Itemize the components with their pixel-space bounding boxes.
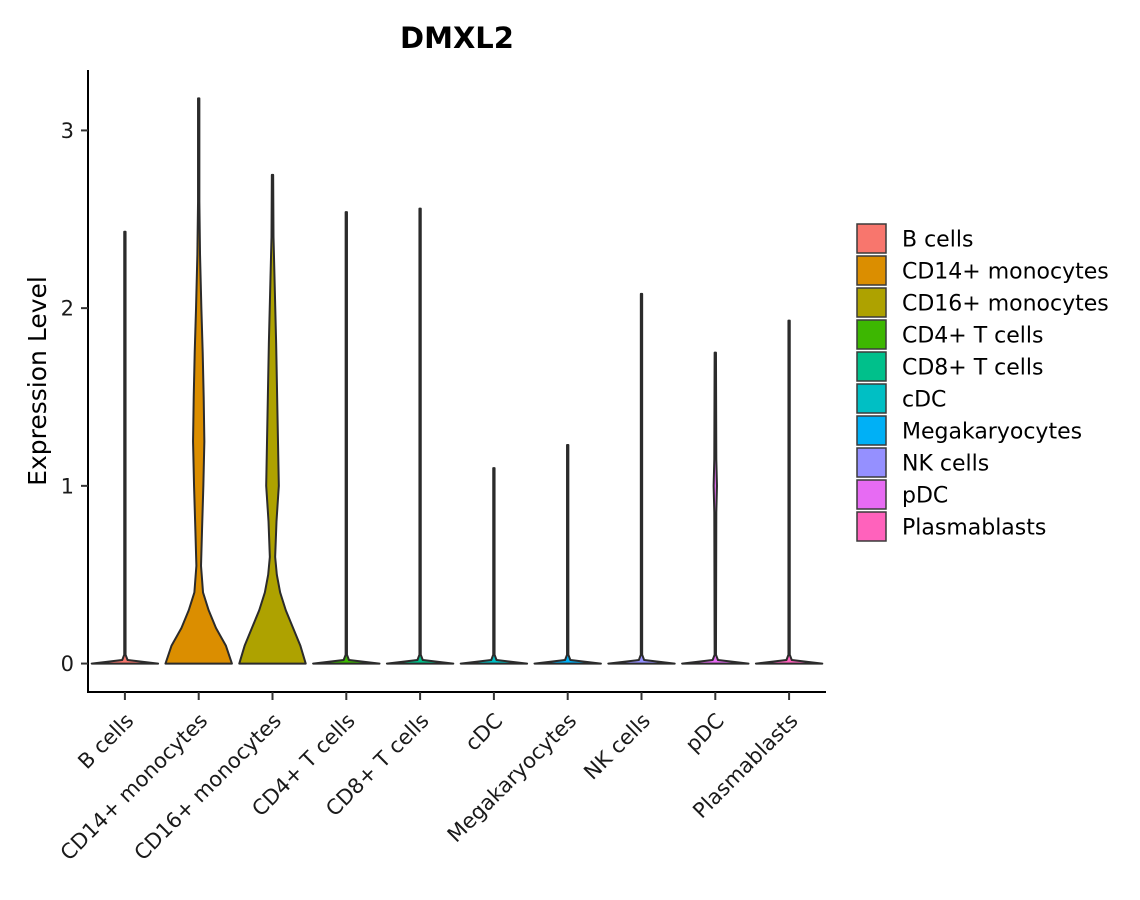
violin-b-cells: [90, 230, 160, 665]
x-tick-label-cdc: cDC: [460, 709, 507, 756]
y-axis-label: Expression Level: [23, 276, 52, 486]
legend-label-cd8-t-cells: CD8+ T cells: [902, 356, 1043, 381]
violin-plasmablasts: [754, 319, 824, 665]
y-tick-label-0: 0: [61, 652, 74, 676]
legend-label-megakaryocytes: Megakaryocytes: [902, 420, 1082, 445]
legend-label-plasmablasts: Plasmablasts: [902, 516, 1046, 541]
legend-key-nk-cells: [856, 447, 887, 478]
legend-label-cd16-monocytes: CD16+ monocytes: [902, 292, 1109, 317]
x-tick-label-nk-cells: NK cells: [579, 709, 655, 785]
x-tick-label-b-cells: B cells: [73, 709, 138, 774]
legend-label-cd14-monocytes: CD14+ monocytes: [902, 260, 1109, 285]
x-tick-label-cd14-monocytes: CD14+ monocytes: [56, 709, 213, 866]
violin-cd14-monocytes: [164, 97, 233, 665]
y-tick-label-2: 2: [61, 297, 74, 321]
y-tick-label-3: 3: [61, 119, 74, 143]
violin-megakaryocytes: [533, 443, 602, 665]
legend-label-pdc: pDC: [902, 484, 948, 509]
violin-pdc: [681, 351, 750, 665]
legend-key-cd14-monocytes: [856, 255, 887, 286]
violins: [90, 97, 824, 665]
legend-label-cd4-t-cells: CD4+ T cells: [902, 324, 1043, 349]
violin-cd16-monocytes: [238, 173, 307, 665]
y-tick-label-1: 1: [61, 474, 74, 498]
violin-cd8-t-cells: [385, 207, 455, 665]
legend-key-cdc: [856, 383, 887, 414]
legend-key-b-cells: [856, 223, 887, 254]
legend-key-cd8-t-cells: [856, 351, 887, 382]
violin-nk-cells: [607, 292, 676, 665]
x-tick-label-cd16-monocytes: CD16+ monocytes: [130, 709, 287, 866]
legend-key-plasmablasts: [856, 511, 887, 542]
legend-key-cd4-t-cells: [856, 319, 887, 350]
violin-cd4-t-cells: [312, 211, 381, 665]
violin-cdc: [459, 467, 529, 665]
legend-label-nk-cells: NK cells: [902, 452, 989, 477]
chart-title: DMXL2: [400, 21, 514, 55]
x-tick-label-megakaryocytes: Megakaryocytes: [443, 709, 582, 848]
legend-key-megakaryocytes: [856, 415, 887, 446]
legend: B cells CD14+ monocytes CD16+ monocytes CD4…: [856, 223, 1109, 542]
y-ticks: 0 1 2 3: [61, 119, 88, 676]
legend-label-cdc: cDC: [902, 388, 946, 413]
legend-key-pdc: [856, 479, 887, 510]
x-tick-label-pdc: pDC: [681, 709, 729, 757]
legend-key-cd16-monocytes: [856, 287, 887, 318]
legend-label-b-cells: B cells: [902, 228, 973, 253]
